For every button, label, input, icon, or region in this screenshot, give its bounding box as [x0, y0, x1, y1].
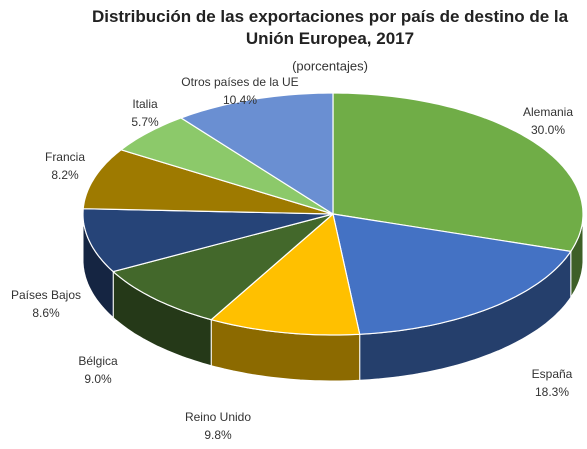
slice-label: Países Bajos	[11, 288, 81, 302]
value-label: 8.2%	[51, 168, 79, 182]
pie-slice	[179, 92, 334, 216]
slice-label: Bélgica	[78, 354, 118, 368]
value-label: 18.3%	[535, 385, 569, 399]
pie-slice	[209, 212, 361, 336]
value-label: 30.0%	[531, 123, 565, 137]
value-label: 10.4%	[223, 93, 257, 107]
slice-label: Alemania	[523, 105, 573, 119]
value-label: 9.8%	[204, 428, 232, 442]
slice-label: Reino Unido	[185, 410, 251, 424]
value-label: 9.0%	[84, 372, 112, 386]
chart-subtitle: (porcentajes)	[292, 58, 368, 73]
value-label: 5.7%	[131, 115, 159, 129]
pie-slice	[119, 117, 334, 215]
value-label: 8.6%	[32, 306, 60, 320]
pie-slice	[332, 213, 572, 335]
pie-slice	[332, 92, 584, 253]
slice-label: Italia	[132, 97, 158, 111]
chart-title: Distribución de las exportaciones por pa…	[91, 7, 569, 48]
pie-slice	[82, 208, 334, 273]
pie-slice	[82, 149, 334, 215]
pie-slice	[111, 213, 334, 321]
slice-label: Otros países de la UE	[181, 75, 298, 89]
slice-label: Francia	[45, 150, 85, 164]
slice-label: España	[532, 367, 573, 381]
